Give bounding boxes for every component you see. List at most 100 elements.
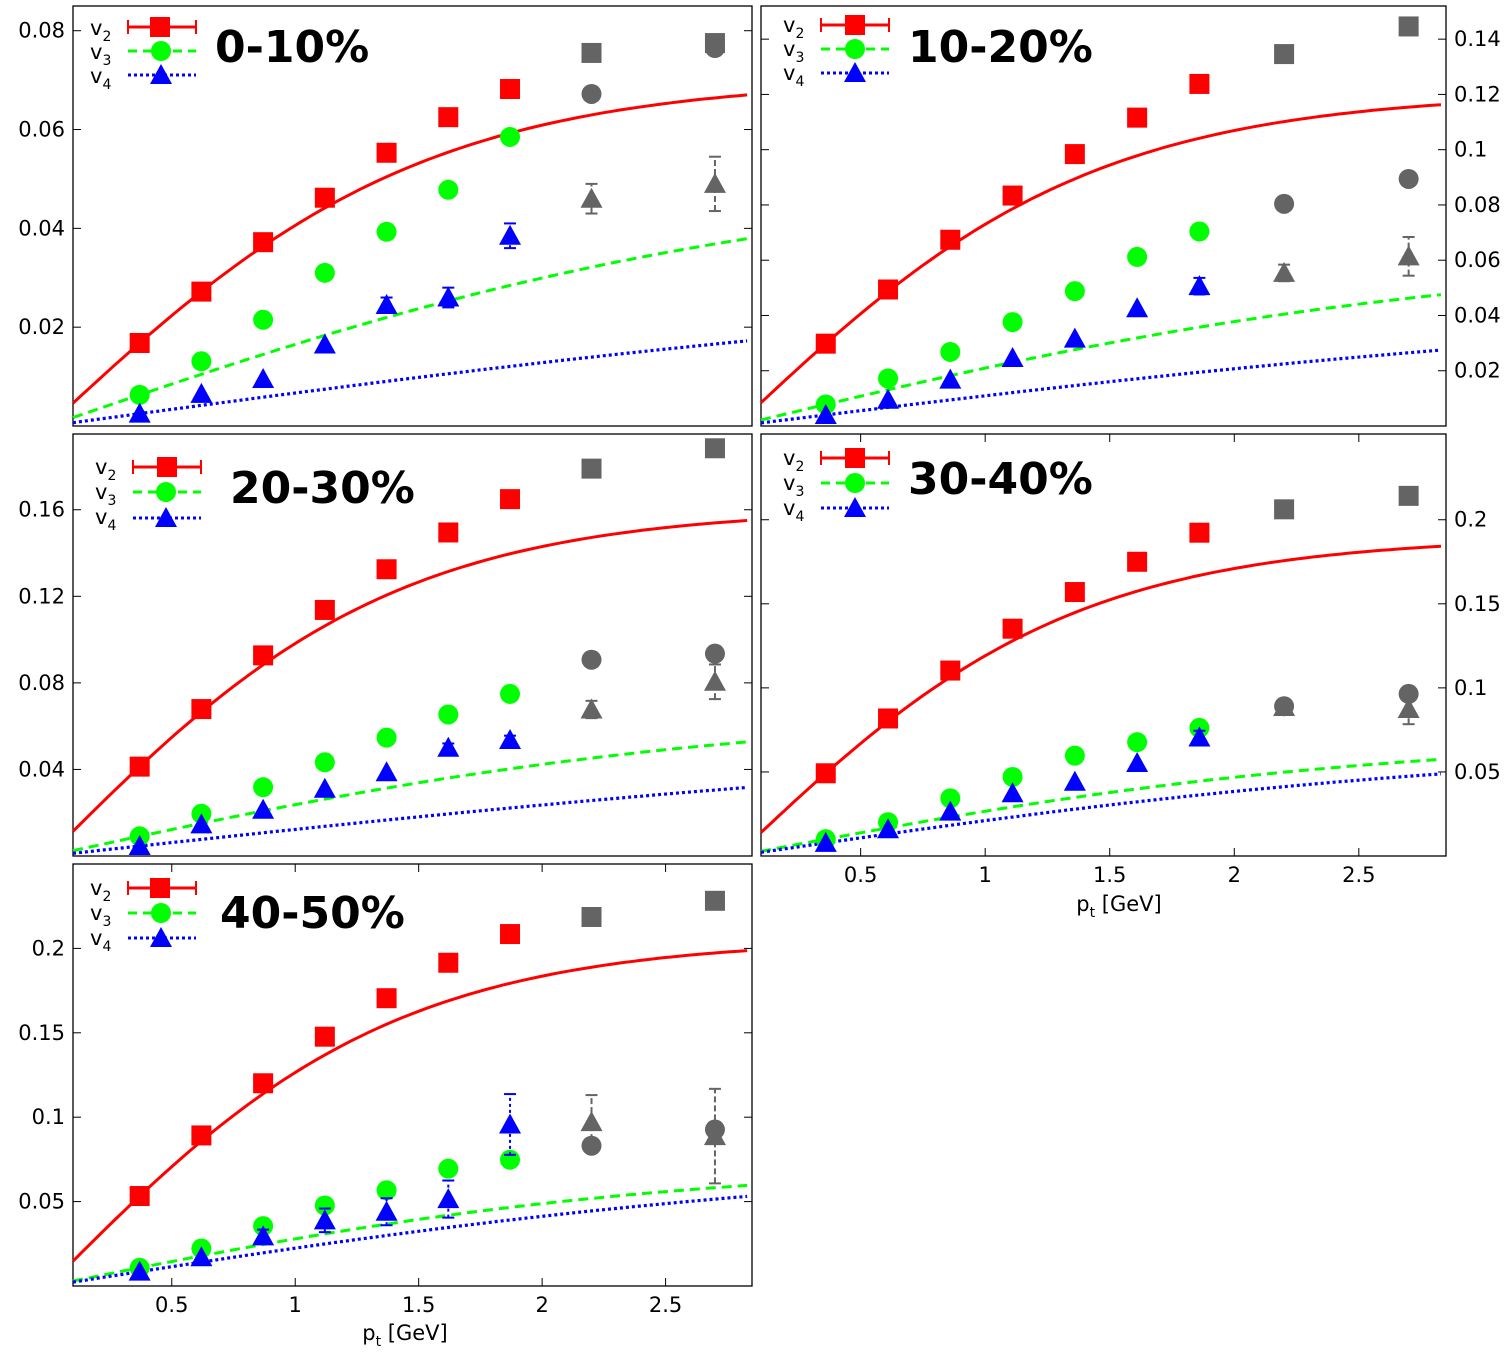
gray-point-v2 bbox=[1274, 44, 1295, 65]
data-point-v2 bbox=[1127, 107, 1148, 128]
data-point-v2 bbox=[1064, 582, 1085, 603]
legend-marker-v4 bbox=[150, 927, 172, 947]
svg-text:v3: v3 bbox=[90, 901, 111, 930]
panel-0-10: 0.020.040.060.08 v2 v3 v4 0-10% bbox=[18, 5, 753, 427]
x-tick-label: 1 bbox=[289, 1293, 302, 1317]
legend-subscript-v4: 4 bbox=[102, 939, 111, 955]
model-curve-v2 bbox=[71, 93, 748, 405]
legend-entry-v3: v3 bbox=[783, 37, 889, 66]
legend-subscript-v2: 2 bbox=[102, 29, 111, 45]
panel-10-20: 0.020.040.060.080.10.120.14 v2 v3 v4 1 bbox=[759, 5, 1501, 427]
data-point-v2 bbox=[500, 79, 521, 100]
legend-label-v3: v bbox=[783, 37, 795, 61]
data-point-v2 bbox=[438, 522, 459, 543]
svg-text:v4: v4 bbox=[95, 505, 116, 534]
gray-point-v3 bbox=[1398, 683, 1419, 704]
data-point-v2 bbox=[438, 107, 459, 128]
data-point-v2 bbox=[376, 988, 397, 1009]
model-curves bbox=[71, 93, 748, 425]
data-point-v4 bbox=[814, 831, 837, 852]
legend-entry-v2: v2 bbox=[783, 446, 890, 475]
panel-30-40: 0.050.10.150.20.5 1 1.5 2 2.5 v2 v3 v4 30- bbox=[759, 433, 1501, 921]
data-point-v2 bbox=[376, 559, 397, 580]
legend-entry-v4: v4 bbox=[95, 505, 201, 534]
data-point-v4 bbox=[375, 761, 398, 782]
plot-frame bbox=[72, 433, 753, 857]
legend-entry-v3: v3 bbox=[95, 480, 201, 509]
legend-label-v2: v bbox=[783, 446, 795, 470]
svg-text:v2: v2 bbox=[90, 16, 111, 45]
data-point-v4 bbox=[313, 333, 336, 354]
svg-text:v2: v2 bbox=[783, 446, 804, 475]
x-axis-label-sub: t bbox=[1090, 905, 1096, 921]
svg-text:v4: v4 bbox=[783, 496, 804, 525]
gray-point-v3 bbox=[704, 643, 725, 664]
data-point-v2 bbox=[1064, 144, 1085, 165]
data-point-v3 bbox=[1189, 221, 1210, 242]
data-point-v4 bbox=[190, 813, 213, 834]
data-point-v3 bbox=[376, 221, 397, 242]
gray-point-v3 bbox=[1274, 193, 1295, 214]
data-point-v3 bbox=[1002, 766, 1023, 787]
legend-marker-v4 bbox=[155, 507, 177, 527]
data-point-v2 bbox=[940, 229, 961, 250]
data-point-v2 bbox=[1127, 551, 1148, 572]
legend-entry-v4: v4 bbox=[90, 926, 196, 955]
data-point-v3 bbox=[1064, 281, 1085, 302]
plot-frame bbox=[760, 5, 1447, 427]
legend-marker-v3 bbox=[151, 41, 171, 61]
legend-entry-v3: v3 bbox=[90, 901, 196, 930]
x-tick-label: 2 bbox=[535, 1293, 548, 1317]
y-tick-label: 0.1 bbox=[32, 1105, 65, 1129]
data-point-v2 bbox=[376, 142, 397, 163]
legend-label-v4: v bbox=[95, 505, 107, 529]
legend-entry-v2: v2 bbox=[783, 13, 890, 42]
data-points bbox=[814, 16, 1420, 424]
model-curve-v2 bbox=[71, 519, 748, 833]
y-axis: 0.04 0.08 0.12 0.16 bbox=[18, 498, 752, 781]
x-tick-label: 2.5 bbox=[649, 1293, 682, 1317]
x-tick-label: 1.5 bbox=[1093, 863, 1126, 887]
data-point-v4 bbox=[313, 1209, 336, 1230]
legend-entry-v2: v2 bbox=[95, 455, 202, 484]
data-point-v4 bbox=[1001, 347, 1024, 368]
data-point-v3 bbox=[314, 262, 335, 283]
y-tick-label: 0.04 bbox=[18, 216, 65, 240]
svg-text:v3: v3 bbox=[90, 40, 111, 69]
legend: v2 v3 v4 bbox=[90, 876, 197, 955]
legend-marker-v2 bbox=[150, 17, 170, 37]
legend-label-v3: v bbox=[95, 480, 107, 504]
data-point-v3 bbox=[500, 126, 521, 147]
svg-text:v2: v2 bbox=[783, 13, 804, 42]
gray-point-v2 bbox=[581, 458, 602, 479]
x-axis-label: pt [GeV] bbox=[362, 1321, 447, 1350]
legend-entry-v2: v2 bbox=[90, 16, 197, 45]
data-point-v4 bbox=[499, 1113, 522, 1134]
model-curve-v3 bbox=[760, 293, 1442, 422]
data-point-v4 bbox=[252, 368, 275, 389]
legend-marker-v2 bbox=[150, 878, 170, 898]
data-point-v3 bbox=[129, 384, 150, 405]
gray-point-v2 bbox=[704, 890, 725, 911]
model-curve-v2 bbox=[759, 103, 1442, 404]
plot-frame bbox=[72, 5, 753, 427]
legend-marker-v3 bbox=[845, 39, 865, 59]
data-points bbox=[814, 485, 1420, 852]
model-curve-v3 bbox=[760, 757, 1442, 853]
data-point-v4 bbox=[1188, 726, 1211, 747]
data-point-v2 bbox=[191, 1125, 212, 1146]
gray-point-v2 bbox=[1274, 499, 1295, 520]
model-curve-v3 bbox=[72, 740, 748, 853]
gray-point-v3 bbox=[1274, 696, 1295, 717]
data-point-v3 bbox=[253, 777, 274, 798]
x-tick-label: 0.5 bbox=[844, 863, 877, 887]
panel-title: 10-20% bbox=[908, 22, 1093, 73]
panel-title: 20-30% bbox=[230, 463, 415, 514]
legend-label-v4: v bbox=[90, 64, 102, 88]
data-points bbox=[128, 438, 726, 856]
x-axis-label-p: p bbox=[1076, 892, 1089, 916]
gray-point-v4 bbox=[1273, 261, 1296, 282]
y-tick-label: 0.04 bbox=[1454, 303, 1501, 327]
legend-label-v4: v bbox=[783, 61, 795, 85]
model-curves bbox=[71, 519, 748, 855]
